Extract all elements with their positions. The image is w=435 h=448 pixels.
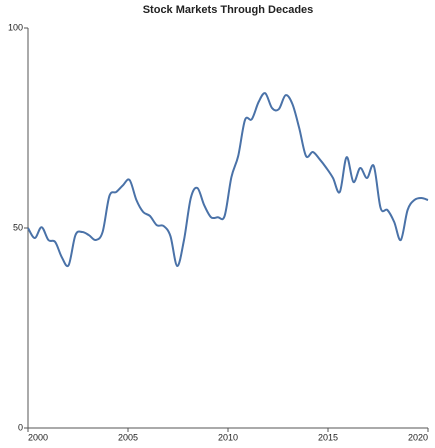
chart-title: Stock Markets Through Decades [143,4,314,16]
y-tick-label: 0 [18,422,23,432]
line-series [27,92,429,268]
x-tick-label: 2010 [218,432,238,442]
x-tick-label: 2015 [318,432,338,442]
y-tick-label: 50 [13,222,23,232]
x-tick-label: 2000 [28,432,48,442]
x-tick-label: 2020 [408,432,428,442]
x-tick-label: 2005 [118,432,138,442]
y-tick-label: 100 [8,22,23,32]
